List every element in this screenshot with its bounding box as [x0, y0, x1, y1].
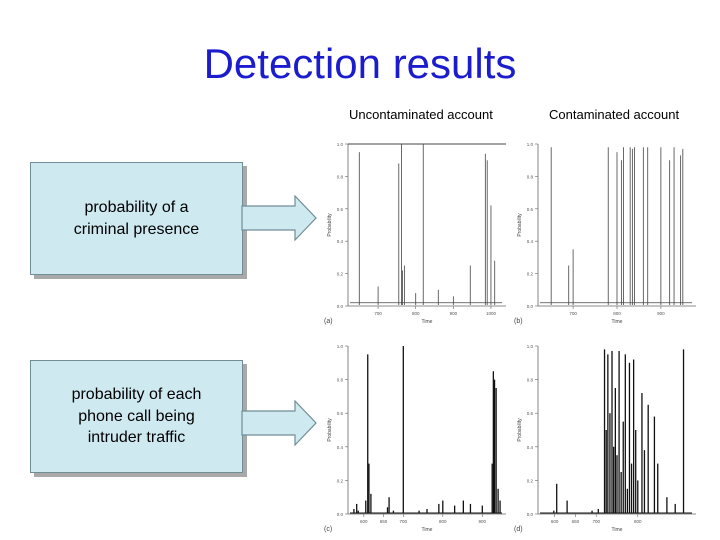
y-tick-label: 0.4 [337, 445, 344, 450]
y-tick-label: 0.0 [527, 304, 534, 309]
row-label-line: probability of a [84, 198, 189, 216]
x-tick-label: 900 [479, 519, 487, 524]
panel-label: (d) [514, 526, 523, 533]
y-tick-label: 0.0 [337, 304, 344, 309]
right-arrow-icon [241, 400, 317, 446]
panel-label: (c) [324, 526, 332, 533]
y-tick-label: 0.8 [337, 174, 344, 179]
y-tick-label: 0.2 [337, 478, 344, 483]
plot-panel-c: 0.0 0.2 0.4 0.6 0.8 1.0 600 650 700 800 900 Probabi… [324, 344, 506, 533]
y-tick-label: 0.2 [527, 272, 534, 277]
y-tick-label: 0.0 [527, 512, 534, 517]
y-tick-label: 0.2 [337, 272, 344, 277]
y-axis-label: Probability [517, 418, 523, 442]
plot-panel-a: 0.0 0.2 0.4 0.6 0.8 1.0 700 800 900 1000 Probabili… [324, 142, 506, 325]
y-tick-label: 0.8 [527, 174, 534, 179]
row-label-line: probability of each [71, 386, 202, 404]
y-tick-label: 0.2 [527, 478, 534, 483]
y-tick-label: 1.0 [337, 142, 344, 147]
y-tick-label: 0.6 [337, 411, 344, 416]
y-tick-label: 0.6 [527, 411, 534, 416]
x-axis-label: Time [422, 319, 433, 325]
x-tick-label: 900 [450, 311, 458, 316]
x-tick-label: 700 [374, 311, 382, 316]
x-tick-label: 650 [380, 519, 388, 524]
x-tick-label: 800 [439, 519, 447, 524]
x-tick-label: 800 [613, 311, 621, 316]
column-header-uncontaminated: Uncontaminated account [349, 107, 493, 122]
slide-title: Detection results [203, 40, 517, 87]
x-tick-label: 900 [657, 311, 665, 316]
y-tick-label: 1.0 [527, 344, 534, 349]
y-tick-label: 0.8 [337, 378, 344, 383]
x-tick-label: 700 [592, 519, 600, 524]
panel-label: (a) [324, 318, 333, 325]
x-tick-label: 800 [634, 519, 642, 524]
x-tick-label: 700 [400, 519, 408, 524]
y-tick-label: 1.0 [337, 344, 344, 349]
row-label-line: phone call being [78, 407, 195, 425]
row-label-line: intruder traffic [87, 429, 186, 447]
panel-label: (b) [514, 318, 523, 325]
x-tick-label: 600 [360, 519, 368, 524]
y-tick-label: 0.6 [337, 207, 344, 212]
x-axis-label: Time [612, 527, 623, 533]
x-tick-label: 650 [572, 519, 580, 524]
y-axis-label: Probability [327, 213, 333, 237]
y-tick-label: 0.4 [527, 239, 534, 244]
x-tick-label: 700 [569, 311, 577, 316]
y-tick-label: 0.6 [527, 207, 534, 212]
y-tick-label: 0.4 [527, 445, 534, 450]
column-header-contaminated: Contaminated account [549, 107, 680, 122]
x-tick-label: 1000 [486, 311, 497, 316]
y-tick-label: 0.4 [337, 239, 344, 244]
row-label-box-criminal-presence: probability of a criminal presence [30, 162, 243, 275]
y-tick-label: 0.8 [527, 378, 534, 383]
x-axis-label: Time [612, 319, 623, 325]
plot-panel-b: 0.0 0.2 0.4 0.6 0.8 1.0 700 800 900 Probability Ti… [514, 142, 696, 325]
row-label-line: criminal presence [73, 220, 200, 238]
x-axis-label: Time [422, 527, 433, 533]
plot-panel-d: 0.0 0.2 0.4 0.6 0.8 1.0 600 650 700 800 Probabilit… [514, 344, 696, 533]
y-tick-label: 0.0 [337, 512, 344, 517]
y-axis-label: Probability [517, 213, 523, 237]
x-tick-label: 600 [551, 519, 559, 524]
right-arrow-icon [241, 195, 317, 241]
y-axis-label: Probability [327, 418, 333, 442]
x-tick-label: 800 [412, 311, 420, 316]
y-tick-label: 1.0 [527, 142, 534, 147]
row-label-box-intruder-traffic: probability of each phone call being int… [30, 360, 243, 473]
